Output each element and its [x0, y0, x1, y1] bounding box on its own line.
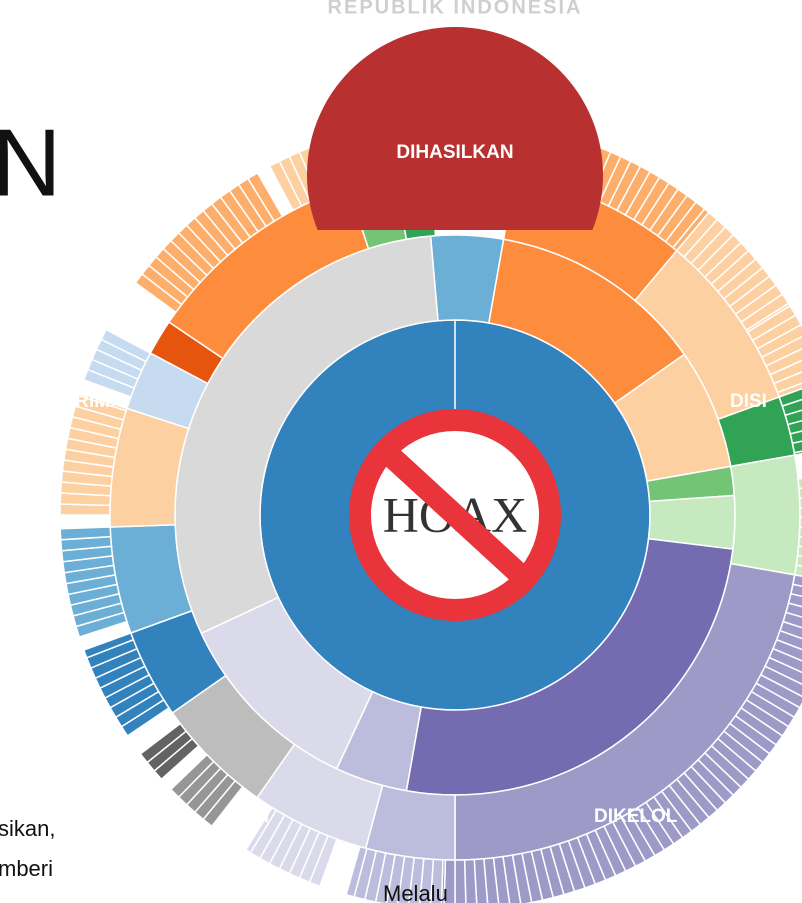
ring-stripe [82, 632, 135, 659]
ring-stripe [138, 721, 182, 755]
ring-stripe [169, 753, 215, 799]
ring-stripe [797, 477, 802, 490]
left-label: DITERIMA [32, 391, 124, 412]
top-label: DIHASILKAN [396, 142, 513, 163]
title-fragment: N [0, 109, 61, 216]
ring-stripe [793, 450, 802, 456]
ring-stripe [463, 858, 478, 903]
ring-stripe [345, 845, 368, 898]
body-line: mberi [0, 856, 53, 881]
emblem-text: REPUBLIK INDONESIA [328, 0, 583, 18]
bottom-left-label: RI [250, 806, 269, 827]
sign-bar [374, 439, 536, 591]
ring-stripe [77, 391, 128, 412]
ring-stripe [246, 171, 284, 223]
ring-segment [729, 454, 801, 576]
bottom-right-label: DIKELOL [594, 806, 678, 827]
body-line: Melalu [383, 881, 448, 903]
body-line: sikan, [0, 816, 55, 841]
ring-stripe [244, 806, 278, 854]
top-dome [307, 27, 603, 230]
ring-stripe [59, 526, 112, 541]
ring-stripe [454, 859, 467, 903]
right-label: DISI [730, 391, 767, 412]
ring-stripe [100, 328, 152, 363]
hoax-sign: HOAX [349, 409, 561, 621]
